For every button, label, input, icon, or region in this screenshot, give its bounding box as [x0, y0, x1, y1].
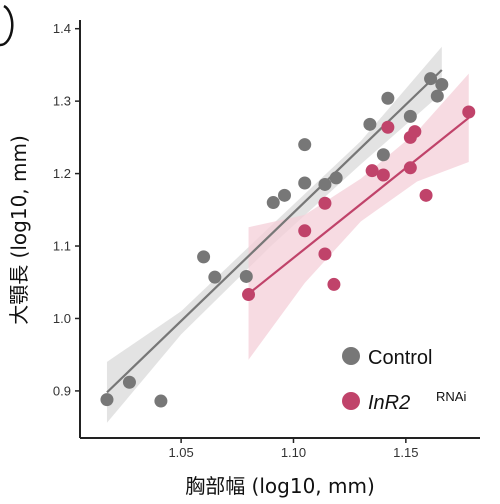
data-point-control	[197, 250, 211, 264]
data-point-control	[208, 270, 222, 284]
x-axis-title: 胸部幅 (log10, mm)	[185, 474, 375, 498]
data-point-control	[239, 269, 253, 283]
data-points	[100, 72, 476, 408]
confidence-bands	[106, 46, 469, 423]
data-point-control	[298, 138, 312, 152]
panel-label-arc	[0, 4, 14, 47]
y-axis-ticks: 0.9 1.0 1.1 1.2 1.3 1.4	[53, 21, 80, 398]
legend-label-inr2: InR2	[368, 392, 410, 414]
data-point-inr2	[365, 164, 379, 178]
data-point-control	[318, 177, 332, 191]
y-tick-label: 1.4	[53, 21, 71, 36]
data-point-inr2	[318, 196, 332, 210]
data-point-control	[430, 89, 444, 103]
legend-marker-control	[342, 347, 360, 365]
legend-label-control: Control	[368, 347, 432, 369]
y-tick-label: 1.1	[53, 239, 71, 254]
data-point-control	[363, 117, 377, 131]
data-point-control	[154, 394, 168, 408]
x-tick-label: 1.15	[393, 445, 418, 460]
data-point-inr2	[318, 247, 332, 261]
data-point-inr2	[298, 224, 312, 238]
y-axis-title: 大顎長 (log10, mm)	[7, 135, 31, 325]
data-point-inr2	[376, 168, 390, 182]
data-point-control	[100, 393, 114, 407]
data-point-inr2	[462, 105, 476, 119]
data-point-control	[329, 171, 343, 185]
x-tick-label: 1.05	[168, 445, 193, 460]
data-point-control	[424, 72, 438, 86]
data-point-inr2	[408, 125, 422, 139]
regression-line-inr2	[247, 116, 470, 295]
y-tick-label: 1.3	[53, 94, 71, 109]
y-tick-label: 1.0	[53, 311, 71, 326]
data-point-inr2	[419, 188, 433, 202]
data-point-inr2	[381, 120, 395, 134]
legend-marker-inr2	[342, 392, 360, 410]
x-tick-label: 1.10	[281, 445, 306, 460]
data-point-control	[298, 176, 312, 190]
data-point-control	[403, 109, 417, 123]
confidence-band-inr2	[248, 73, 469, 360]
data-point-inr2	[327, 277, 341, 291]
regression-line-control	[106, 69, 443, 394]
legend: Control InR2 RNAi	[342, 347, 466, 414]
y-tick-label: 0.9	[53, 383, 71, 398]
legend-label-inr2-superscript: RNAi	[436, 389, 466, 404]
y-tick-label: 1.2	[53, 166, 71, 181]
x-axis-ticks: 1.05 1.10 1.15	[168, 438, 418, 460]
data-point-inr2	[242, 288, 256, 302]
data-point-control	[376, 148, 390, 162]
data-point-control	[435, 77, 449, 91]
data-point-control	[266, 196, 280, 210]
data-point-control	[381, 91, 395, 105]
data-point-control	[122, 375, 136, 389]
data-point-inr2	[403, 161, 417, 175]
data-point-control	[277, 188, 291, 202]
